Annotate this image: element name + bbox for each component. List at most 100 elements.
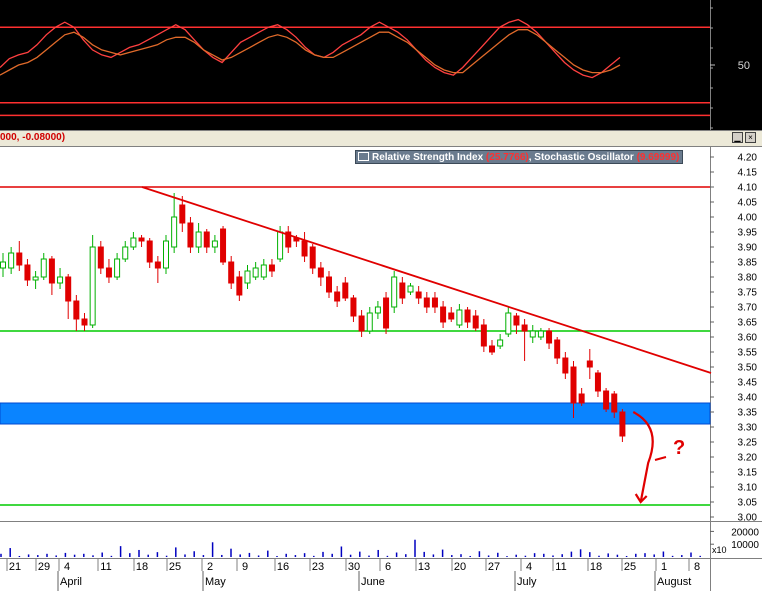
- price-y-tick-label: 3.30: [738, 423, 758, 434]
- price-y-tick-label: 3.35: [738, 408, 758, 419]
- price-y-tick-label: 3.20: [738, 453, 758, 464]
- candle-body: [24, 264, 31, 281]
- price-y-tick-label: 3.40: [738, 393, 758, 404]
- candle-body: [586, 360, 593, 368]
- resistance-band: [0, 402, 711, 425]
- x-tick-label: 27: [488, 561, 500, 573]
- x-tick-label: 4: [526, 561, 532, 573]
- legend-rsi-label: Relative Strength Index: [372, 152, 484, 163]
- x-tick-label: 18: [136, 561, 148, 573]
- price-y-tick-label: 3.50: [738, 363, 758, 374]
- price-y-tick-label: 3.80: [738, 273, 758, 284]
- candle-body: [89, 246, 96, 326]
- candle-body: [537, 330, 544, 338]
- candle-body: [32, 276, 39, 281]
- candle-body: [114, 258, 121, 278]
- candle-body: [195, 231, 202, 248]
- legend-stoch-value: (9.69999): [636, 152, 680, 163]
- candle-body: [309, 246, 316, 269]
- legend-swatch-icon: [358, 152, 369, 161]
- minimize-button[interactable]: ▁: [732, 132, 743, 143]
- price-y-tick-label: 3.25: [738, 438, 758, 449]
- month-label: July: [517, 576, 537, 588]
- candle-body: [16, 252, 23, 266]
- candle-body: [146, 240, 153, 263]
- x-tick-label: 8: [694, 561, 700, 573]
- legend-stoch-label: Stochastic Oscillator: [534, 152, 634, 163]
- x-tick-label: 11: [100, 561, 111, 573]
- annotation-arrow: [632, 411, 654, 503]
- candle-body: [391, 276, 398, 308]
- candle-body: [415, 291, 422, 299]
- candle-body: [562, 357, 569, 374]
- candle-body: [236, 276, 243, 296]
- trend-line: [141, 186, 712, 374]
- candle-body: [154, 261, 161, 269]
- candle-body: [81, 318, 88, 326]
- candle-body: [448, 312, 455, 320]
- x-tick-label: 13: [418, 561, 430, 573]
- candle-body: [285, 231, 292, 248]
- candle-body: [431, 297, 438, 308]
- osc-y-tick-label: 50: [738, 60, 750, 72]
- candle-body: [252, 267, 259, 278]
- candle-body: [342, 282, 349, 299]
- candle-body: [366, 312, 373, 332]
- candle-body: [203, 231, 210, 248]
- oscillator-panel: 50: [0, 0, 762, 130]
- volume-scale-label: x10: [712, 545, 727, 555]
- candle-body: [40, 258, 47, 278]
- price-y-tick-label: 4.10: [738, 183, 758, 194]
- price-y-tick-label: 3.95: [738, 228, 758, 239]
- price-y-tick-label: 3.70: [738, 303, 758, 314]
- price-y-tick-label: 3.65: [738, 318, 758, 329]
- price-y-tick-label: 4.15: [738, 168, 758, 179]
- x-tick-label: 4: [64, 561, 70, 573]
- candle-body: [505, 312, 512, 335]
- candle-body: [8, 252, 15, 269]
- candle-body: [521, 324, 528, 332]
- x-tick-label: 11: [555, 561, 566, 573]
- candle-body: [138, 237, 145, 242]
- candle-body: [0, 261, 6, 269]
- candle-body: [130, 237, 137, 248]
- candle-body: [334, 291, 341, 302]
- candle-body: [122, 246, 129, 260]
- candle-body: [211, 240, 218, 248]
- x-tick-label: 21: [9, 561, 21, 573]
- price-y-tick-label: 3.90: [738, 243, 758, 254]
- volume-y-tick-label: 20000: [731, 527, 759, 538]
- candle-body: [48, 258, 55, 284]
- window-controls: ▁ ×: [732, 132, 756, 143]
- price-y-tick-label: 3.00: [738, 513, 758, 524]
- osc-series-line: [0, 18, 621, 79]
- osc-series-line: [0, 29, 621, 76]
- price-y-tick-label: 4.00: [738, 213, 758, 224]
- indicator-legend[interactable]: Relative Strength Index (25.7766), Stoch…: [355, 150, 684, 164]
- candle-body: [301, 240, 308, 257]
- candle-body: [358, 315, 365, 332]
- oscillator-chart: 50: [0, 0, 750, 130]
- candle-body: [268, 264, 275, 272]
- price-y-tick-label: 4.20: [738, 153, 758, 164]
- candle-body: [611, 393, 618, 413]
- candle-body: [529, 330, 536, 338]
- price-y-tick-label: 3.10: [738, 483, 758, 494]
- price-y-tick-label: 3.60: [738, 333, 758, 344]
- candle-body: [97, 246, 104, 269]
- candle-body: [383, 297, 390, 329]
- month-label: April: [60, 576, 82, 588]
- x-tick-label: 9: [242, 561, 248, 573]
- candle-body: [260, 264, 267, 278]
- x-tick-label: 18: [590, 561, 602, 573]
- x-tick-label: 23: [312, 561, 324, 573]
- x-tick-label: 29: [38, 561, 50, 573]
- candle-body: [619, 411, 626, 437]
- candle-body: [57, 276, 64, 284]
- close-button[interactable]: ×: [745, 132, 756, 143]
- candle-body: [489, 345, 495, 353]
- candle-body: [440, 306, 447, 323]
- candle-body: [603, 390, 610, 410]
- price-panel-header: 000, -0.08000) ▁ ×: [0, 130, 762, 147]
- price-chart: ? 3.00 3.05 3.10 3.15 3.20 3.25 3.30 3.35 3.40 3.4…: [0, 147, 762, 591]
